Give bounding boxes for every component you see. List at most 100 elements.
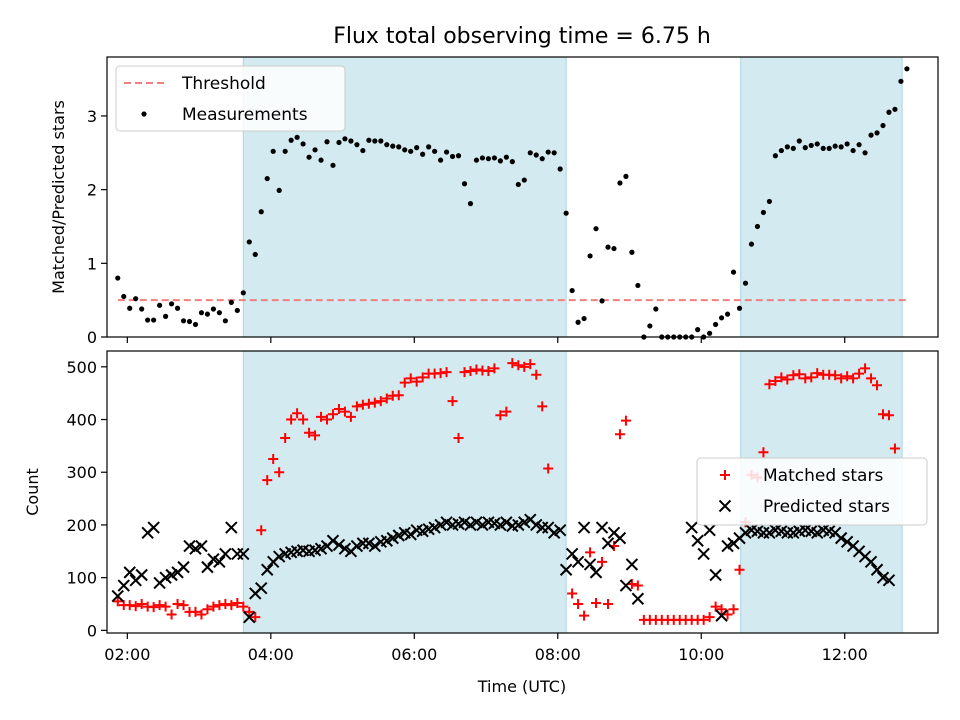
data-point <box>306 154 312 160</box>
data-point <box>862 150 868 156</box>
data-point <box>601 537 615 550</box>
y-tick-label: 0 <box>87 328 97 347</box>
data-point <box>874 130 880 136</box>
x-tick-label: 12:00 <box>822 645 868 664</box>
data-point <box>441 367 452 378</box>
data-point <box>214 600 225 611</box>
data-point <box>563 210 569 216</box>
data-point <box>880 122 886 129</box>
data-point <box>154 600 165 611</box>
shaded-interval-1 <box>242 350 567 634</box>
data-point <box>435 368 446 379</box>
data-point <box>728 604 739 615</box>
data-point <box>868 132 874 138</box>
x-tick-label: 06:00 <box>391 645 437 664</box>
data-point <box>339 406 350 417</box>
data-point <box>573 599 584 610</box>
data-point <box>405 373 416 384</box>
data-point <box>485 156 492 162</box>
data-point <box>180 318 187 324</box>
x-tick-label: 04:00 <box>248 645 294 664</box>
data-point <box>396 144 402 150</box>
data-point <box>591 597 602 608</box>
data-point <box>250 612 261 623</box>
data-point <box>360 147 366 154</box>
data-point <box>449 153 456 160</box>
data-point <box>192 321 199 328</box>
data-point <box>748 241 755 247</box>
data-point <box>495 410 506 421</box>
data-point <box>611 245 617 252</box>
data-point <box>465 366 476 377</box>
data-point <box>244 606 255 617</box>
data-point <box>577 521 591 534</box>
data-point <box>722 609 733 620</box>
data-point <box>390 143 396 149</box>
data-point <box>264 175 270 182</box>
data-point <box>715 609 728 622</box>
data-point <box>800 373 811 384</box>
data-point <box>882 574 896 587</box>
data-point <box>332 538 346 552</box>
legend-marker <box>141 111 147 117</box>
legend-marker <box>720 470 730 480</box>
data-point <box>262 475 273 486</box>
data-point <box>414 145 420 151</box>
data-point <box>703 524 716 537</box>
data-point <box>870 563 884 576</box>
data-point <box>513 360 524 371</box>
data-point <box>336 139 342 146</box>
data-point <box>519 361 530 372</box>
data-point <box>368 539 382 553</box>
data-point <box>709 568 722 582</box>
data-point <box>866 373 877 384</box>
data-point <box>565 547 579 561</box>
data-point <box>904 66 910 72</box>
y-tick-label: 100 <box>66 569 97 588</box>
data-point <box>854 368 865 379</box>
data-point <box>589 566 603 579</box>
data-point <box>139 306 145 312</box>
data-point <box>704 612 715 623</box>
data-point <box>232 597 243 608</box>
data-point <box>840 535 854 549</box>
data-point <box>172 599 183 610</box>
data-point <box>742 280 749 286</box>
data-point <box>437 157 444 163</box>
data-point <box>724 311 731 317</box>
data-point <box>575 319 581 325</box>
data-point <box>168 301 175 307</box>
data-point <box>160 601 171 612</box>
data-point <box>363 398 374 409</box>
x-tick-label: 10:00 <box>678 645 724 664</box>
data-point <box>157 302 163 308</box>
data-point <box>647 323 653 329</box>
data-point <box>316 411 327 422</box>
data-point <box>399 377 410 388</box>
data-point <box>256 525 267 536</box>
data-point <box>619 579 633 592</box>
data-point <box>850 147 856 154</box>
data-point <box>372 138 378 144</box>
data-point <box>318 157 324 163</box>
data-point <box>602 599 613 610</box>
data-point <box>220 599 231 610</box>
data-point <box>280 432 291 443</box>
data-point <box>515 181 521 188</box>
legend-box <box>115 65 346 132</box>
data-point <box>467 201 474 207</box>
data-point <box>567 588 578 599</box>
data-point <box>898 78 904 84</box>
data-point <box>620 415 631 426</box>
data-point <box>716 604 727 615</box>
data-point <box>766 198 773 205</box>
data-point <box>292 408 303 419</box>
data-point <box>455 153 462 159</box>
data-point <box>234 307 240 314</box>
legend-marker <box>718 499 732 513</box>
data-point <box>848 373 859 384</box>
data-point <box>274 467 285 478</box>
data-point <box>333 403 344 414</box>
data-point <box>270 148 276 154</box>
data-point <box>112 596 123 607</box>
